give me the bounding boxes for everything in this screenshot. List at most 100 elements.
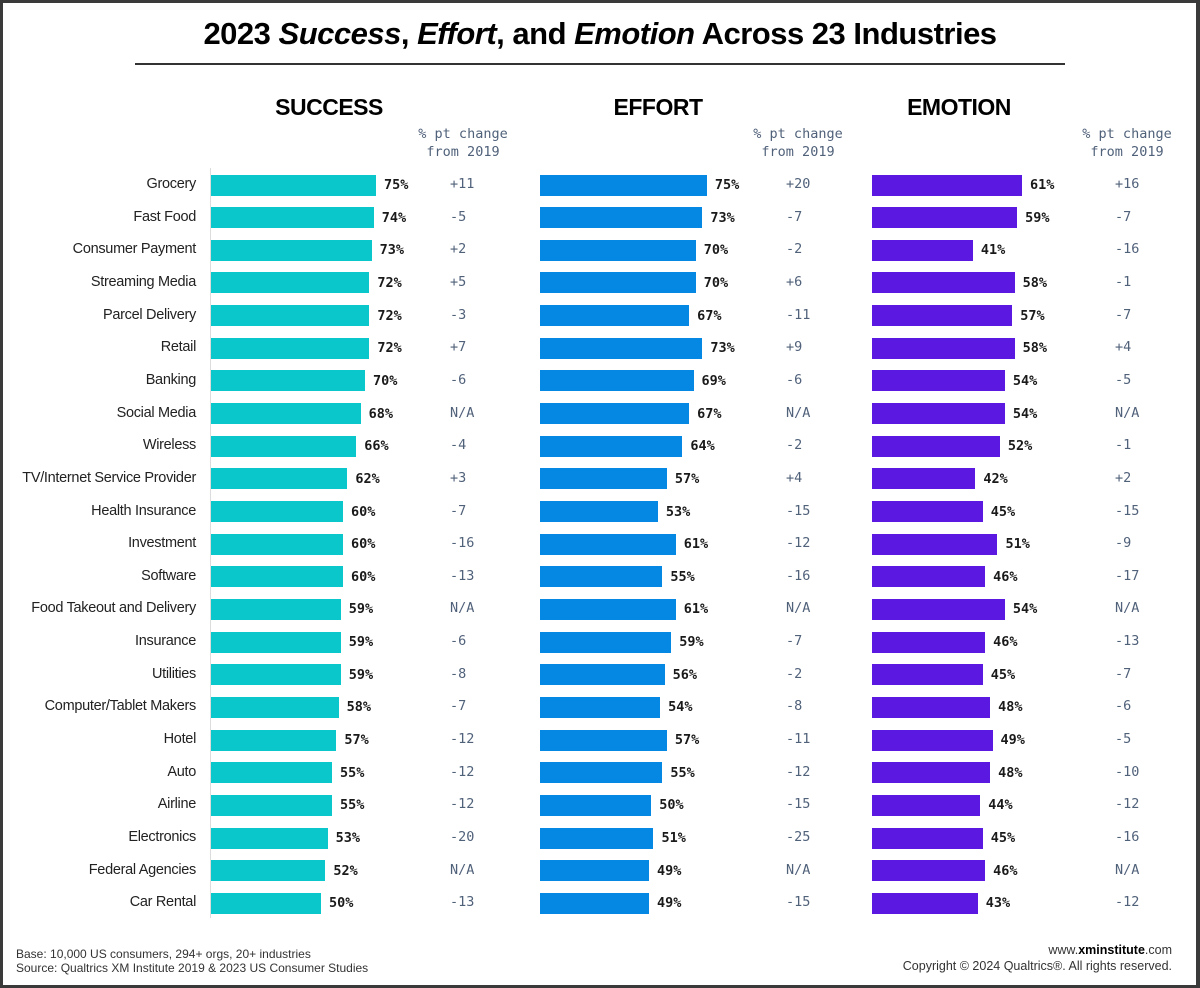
emotion-value-label: 43% [985,895,1011,912]
title-part: Across 23 Industries [694,16,997,51]
category-label: Utilities [151,665,196,682]
emotion-change-label: +4 [1115,339,1132,356]
effort-change-label: N/A [786,600,811,617]
emotion-bar [872,370,1005,392]
emotion-bar [872,664,983,686]
category-label: Social Media [116,404,197,421]
effort-value-label: 53% [665,503,691,520]
category-label: Insurance [135,633,196,650]
emotion-change-label: -1 [1115,437,1132,454]
success-change-label: +11 [450,176,475,192]
success-value-label: 60% [351,503,376,520]
emotion-change-label: -1 [1115,273,1132,290]
success-value-label: 52% [333,862,358,879]
change-header-line2: from 2019 [426,144,500,160]
effort-change-label: -12 [786,763,811,780]
emotion-value-label: 46% [993,862,1018,879]
effort-bar [540,501,658,522]
effort-value-label: 61% [683,601,709,618]
emotion-value-label: 42% [983,470,1008,487]
effort-bar [540,370,694,392]
success-change-label: -13 [450,894,475,911]
emotion-change-label: +2 [1115,469,1132,486]
effort-change-label: -7 [786,208,803,225]
effort-change-label: -11 [786,731,811,748]
effort-value-label: 75% [714,177,740,193]
footer-website-link[interactable]: www.xminstitute.com [903,942,1172,958]
change-header-success: % pt change from 2019 [418,125,507,161]
effort-value-label: 57% [674,732,700,749]
effort-change-label: +4 [786,469,803,486]
effort-bar [540,207,703,229]
url-domain: xminstitute [1078,943,1145,957]
category-label: Wireless [142,437,196,454]
effort-bar [540,664,665,686]
emotion-bar [872,860,986,882]
success-change-label: -13 [450,567,475,584]
success-change-label: -12 [450,796,475,813]
effort-value-label: 61% [683,536,709,553]
success-bar [211,239,372,261]
emotion-value-label: 49% [1000,732,1025,749]
effort-change-label: +6 [786,273,803,290]
emotion-bar [872,566,986,588]
success-change-label: -8 [450,665,467,682]
emotion-bar [872,174,1023,196]
change-header-line2: from 2019 [1090,144,1164,160]
series-header-emotion: EMOTION [907,94,1011,120]
effort-change-label: -2 [786,437,803,454]
emotion-bar [872,631,986,653]
effort-value-label: 67% [697,405,722,422]
category-axis-line [210,168,211,918]
change-header-line1: % pt change [753,126,843,142]
success-change-label: -12 [450,731,475,748]
category-label: Car Rental [129,894,197,911]
success-change-label: -6 [450,633,467,650]
effort-value-label: 56% [672,666,697,683]
success-value-label: 68% [368,405,393,422]
emotion-bar [872,305,1013,327]
success-change-label: +5 [450,273,467,290]
effort-change-label: -2 [786,665,803,682]
success-change-label: -3 [450,306,467,323]
title-part: Success [278,16,402,51]
emotion-value-label: 45% [990,830,1016,846]
success-bar [211,435,357,457]
effort-bar [540,533,676,555]
success-value-label: 72% [377,340,402,357]
success-change-label: -6 [450,371,467,388]
emotion-bar [872,729,993,751]
category-label: TV/Internet Service Provider [22,469,196,486]
effort-bar [540,272,696,294]
change-header-line1: % pt change [418,126,508,142]
effort-bar [540,860,650,882]
effort-value-label: 49% [657,862,682,879]
url-suffix: .com [1144,943,1172,957]
success-bar [211,207,374,229]
success-change-label: +2 [450,241,467,258]
success-bar [211,533,343,555]
footer-credits: www.xminstitute.com Copyright © 2024 Qua… [903,942,1172,974]
category-label: Food Takeout and Delivery [31,600,196,617]
category-label: Fast Food [133,208,196,225]
effort-change-label: -11 [786,306,811,323]
category-label: Grocery [146,176,197,192]
emotion-value-label: 41% [980,242,1006,259]
effort-value-label: 70% [703,274,729,291]
effort-change-label: N/A [786,861,811,878]
emotion-value-label: 61% [1030,177,1055,193]
effort-change-label: -15 [786,796,811,813]
effort-value-label: 69% [701,372,726,389]
change-header-emotion: % pt change from 2019 [1082,125,1171,161]
emotion-value-label: 59% [1025,209,1050,226]
success-value-label: 59% [348,634,374,651]
effort-bar [540,337,703,359]
effort-change-label: -15 [786,502,811,519]
effort-change-label: N/A [786,404,811,421]
change-header-effort: % pt change from 2019 [753,125,842,161]
success-change-label: N/A [450,861,475,878]
success-value-label: 53% [335,830,360,846]
success-bar [211,762,332,784]
category-label: Auto [167,763,196,780]
